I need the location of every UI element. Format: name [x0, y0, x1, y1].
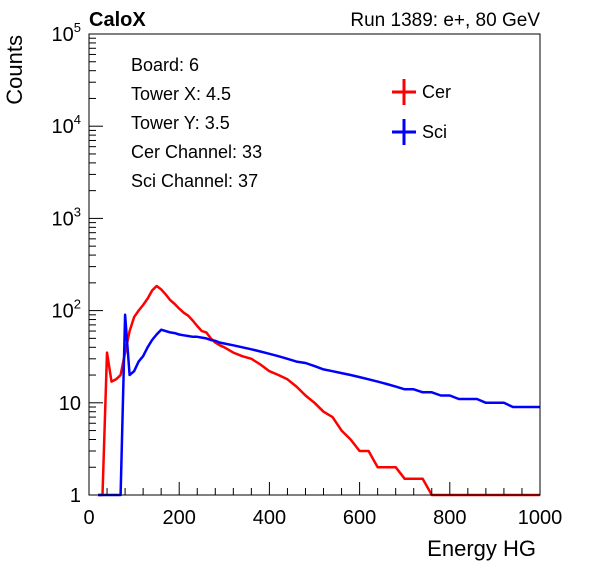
y-axis-title: Counts: [2, 35, 27, 105]
legend-entry-sci: Sci: [392, 119, 447, 145]
y-tick-label: 102: [52, 297, 81, 323]
y-tick-label: 10: [59, 393, 81, 415]
x-axis-title: Energy HG: [427, 536, 536, 561]
info-tower-y: Tower Y: 3.5: [131, 113, 230, 133]
x-tick-label: 600: [343, 507, 376, 529]
legend-entry-cer: Cer: [392, 79, 451, 105]
run-info-label: Run 1389: e+, 80 GeV: [350, 10, 540, 31]
x-tick-label: 400: [253, 507, 286, 529]
legend-sci-label: Sci: [422, 122, 447, 142]
y-tick-label: 105: [52, 20, 81, 46]
axes-layer: 0 200 400 600 800 1000 1 10 102 103 104 105: [52, 20, 563, 529]
y-tick-label: 103: [52, 204, 81, 230]
info-board: Board: 6: [131, 55, 199, 75]
info-sci-channel: Sci Channel: 37: [131, 171, 258, 191]
x-tick-label: 0: [83, 507, 94, 529]
info-cer-channel: Cer Channel: 33: [131, 142, 262, 162]
x-tick-label: 1000: [518, 507, 563, 529]
series-line-sci: [98, 313, 540, 497]
plot-frame: [88, 33, 541, 496]
x-tick-label: 200: [163, 507, 196, 529]
y-tick-label: 104: [52, 112, 81, 138]
channel-info-box: Board: 6 Tower X: 4.5 Tower Y: 3.5 Cer C…: [131, 55, 262, 191]
info-tower-x: Tower X: 4.5: [131, 84, 231, 104]
x-tick-label: 800: [433, 507, 466, 529]
legend: Cer Sci: [392, 79, 451, 145]
experiment-label: CaloX: [89, 9, 146, 31]
legend-cer-label: Cer: [422, 82, 451, 102]
y-tick-label: 1: [70, 485, 81, 507]
